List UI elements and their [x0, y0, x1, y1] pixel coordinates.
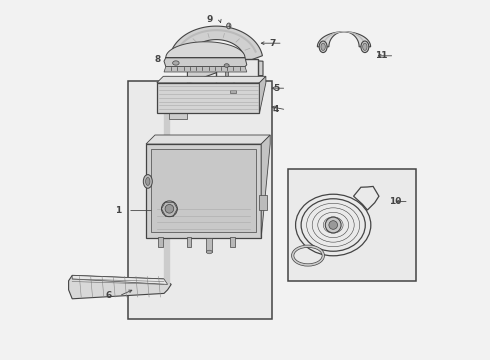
Text: 5: 5	[273, 84, 279, 93]
Ellipse shape	[361, 41, 369, 53]
Bar	[206, 238, 212, 252]
Polygon shape	[166, 42, 245, 58]
Polygon shape	[72, 275, 168, 284]
Bar	[230, 90, 236, 93]
Polygon shape	[146, 135, 270, 144]
Circle shape	[329, 221, 338, 229]
Bar	[288, 169, 416, 281]
Polygon shape	[164, 76, 170, 283]
Polygon shape	[170, 26, 263, 90]
Text: 4: 4	[273, 105, 279, 114]
Ellipse shape	[227, 23, 231, 29]
Ellipse shape	[206, 250, 212, 254]
Text: 11: 11	[375, 51, 387, 60]
Ellipse shape	[170, 59, 182, 67]
Bar	[157, 83, 259, 113]
Text: 3: 3	[194, 152, 200, 161]
Text: 2: 2	[181, 51, 187, 60]
Ellipse shape	[224, 64, 229, 67]
Text: 1: 1	[115, 206, 121, 215]
Ellipse shape	[321, 43, 325, 50]
Bar	[151, 149, 256, 232]
Text: 8: 8	[154, 55, 160, 64]
Polygon shape	[318, 32, 370, 47]
Text: 10: 10	[389, 197, 402, 206]
Ellipse shape	[143, 175, 152, 188]
Bar	[146, 144, 261, 238]
Polygon shape	[170, 111, 187, 119]
Polygon shape	[261, 135, 270, 238]
Text: 9: 9	[206, 15, 213, 24]
Circle shape	[325, 217, 341, 233]
Ellipse shape	[363, 43, 367, 50]
Bar	[225, 67, 228, 76]
Bar	[216, 59, 258, 101]
Text: 7: 7	[269, 39, 275, 48]
Bar	[187, 237, 192, 247]
Polygon shape	[69, 275, 171, 299]
Circle shape	[165, 204, 174, 213]
Polygon shape	[231, 81, 236, 97]
Bar	[259, 195, 267, 210]
Bar	[158, 237, 163, 247]
Ellipse shape	[146, 177, 150, 185]
Circle shape	[162, 201, 177, 217]
Text: 6: 6	[105, 292, 112, 300]
Polygon shape	[157, 76, 266, 83]
Polygon shape	[164, 67, 247, 72]
Bar	[128, 81, 272, 319]
Polygon shape	[259, 76, 266, 113]
Polygon shape	[164, 58, 247, 67]
Bar	[230, 237, 235, 247]
Ellipse shape	[319, 41, 327, 53]
Ellipse shape	[172, 61, 179, 65]
